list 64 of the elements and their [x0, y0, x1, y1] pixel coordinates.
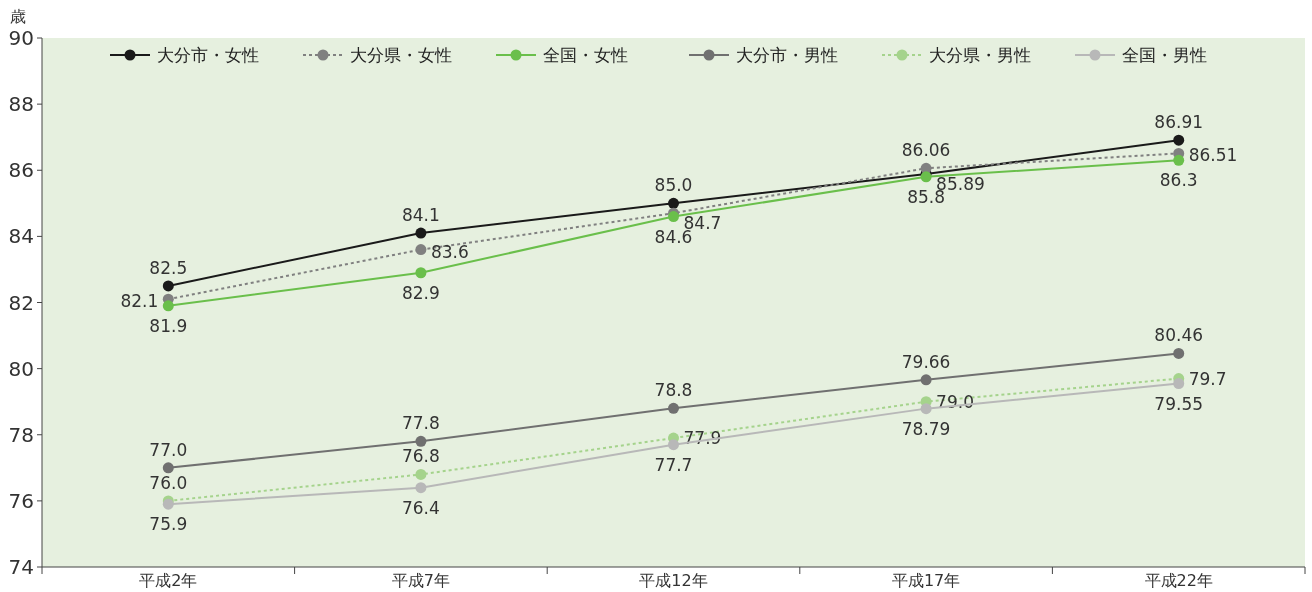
point	[162, 300, 174, 312]
point	[1173, 134, 1185, 146]
data-label: 80.46	[1154, 325, 1204, 346]
point	[668, 402, 679, 414]
point	[668, 211, 679, 223]
data-label: 82.1	[120, 291, 159, 312]
point	[415, 482, 427, 494]
point	[415, 435, 427, 447]
point	[415, 244, 427, 256]
data-label: 82.9	[401, 282, 440, 303]
y-tick-label: 78	[8, 422, 34, 447]
point	[415, 227, 427, 239]
point	[668, 439, 679, 451]
x-tick-label: 平成2年	[139, 571, 198, 590]
y-axis-title: 歳	[10, 7, 26, 26]
legend-label: 大分市・女性	[157, 45, 259, 65]
data-label: 86.51	[1188, 145, 1238, 166]
data-label: 77.8	[401, 413, 440, 434]
point	[162, 462, 174, 474]
point	[162, 280, 174, 292]
legend-label: 全国・女性	[543, 45, 628, 65]
point	[1173, 154, 1185, 166]
data-label: 86.91	[1154, 112, 1204, 133]
y-tick-label: 90	[8, 26, 34, 50]
point	[1173, 378, 1185, 389]
y-tick-label: 88	[8, 92, 34, 117]
x-tick-label: 平成12年	[639, 571, 708, 590]
data-label: 83.6	[430, 241, 469, 262]
data-label: 76.8	[401, 446, 440, 467]
data-label: 81.9	[149, 315, 188, 336]
point	[920, 374, 932, 386]
point	[1173, 347, 1185, 359]
y-tick-label: 82	[8, 290, 34, 315]
x-tick-label: 平成7年	[391, 571, 450, 590]
point	[920, 403, 932, 415]
data-label: 79.7	[1188, 368, 1227, 389]
data-label: 76.4	[401, 497, 440, 518]
legend-label: 大分県・女性	[350, 45, 452, 65]
legend-label: 全国・男性	[1122, 45, 1207, 65]
point	[415, 468, 427, 480]
x-tick-label: 平成22年	[1144, 571, 1213, 590]
data-label: 78.79	[901, 418, 951, 439]
data-label: 75.9	[149, 514, 188, 535]
data-label: 77.0	[149, 439, 188, 460]
data-label: 86.3	[1159, 170, 1198, 191]
y-tick-label: 74	[8, 555, 34, 579]
data-label: 77.7	[654, 454, 693, 475]
data-label: 84.1	[401, 205, 440, 226]
data-label: 76.0	[149, 472, 188, 493]
x-tick-label: 平成17年	[891, 571, 961, 590]
data-label: 85.0	[654, 175, 693, 196]
point	[415, 267, 427, 279]
point	[668, 197, 679, 209]
y-tick-label: 76	[8, 488, 34, 513]
data-label: 79.55	[1154, 393, 1204, 414]
y-tick-label: 84	[8, 224, 34, 249]
legend-label: 大分市・男性	[736, 45, 838, 65]
legend-label: 大分県・男性	[929, 45, 1031, 65]
data-label: 86.06	[901, 140, 951, 161]
data-label: 79.66	[901, 351, 951, 372]
y-tick-label: 80	[8, 356, 34, 381]
y-tick-label: 86	[8, 158, 34, 183]
data-label: 82.5	[149, 257, 188, 278]
data-label: 78.8	[654, 380, 693, 401]
